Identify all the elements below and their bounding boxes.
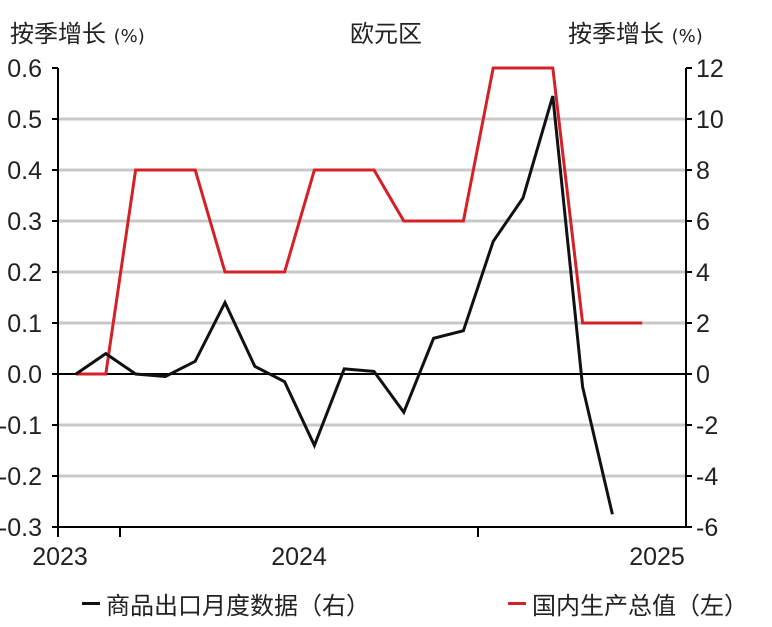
- axes: [52, 67, 692, 537]
- chart-title: 欧元区: [350, 20, 422, 48]
- legend-item-gdp: 国内生产总值（左）: [508, 586, 748, 621]
- series-line-gdp: [76, 66, 643, 376]
- right-axis-label-text: 按季增长: [568, 20, 664, 48]
- left-tick-label: 0.5: [7, 106, 42, 134]
- right-tick-label: 0: [696, 361, 710, 389]
- left-axis-label: 按季增长 (%): [10, 14, 145, 49]
- left-tick-label: -0.2: [0, 463, 42, 491]
- left-tick-label: 0.2: [7, 259, 42, 287]
- legend-label-gdp: 国内生产总值（左）: [532, 592, 748, 620]
- tick-labels: 0.6 12 0.5 10 0.4 8 0.3 6 0.2 4 0.1 2 0.0 0 -0.1 -2 -0.2…: [0, 55, 724, 571]
- right-tick-label: -6: [696, 514, 718, 542]
- left-axis-unit: (%): [113, 26, 145, 47]
- left-tick-label: -0.3: [0, 514, 42, 542]
- right-axis-label: 按季增长 (%): [568, 14, 703, 49]
- right-axis-unit: (%): [671, 26, 703, 47]
- left-tick-label: -0.1: [0, 412, 42, 440]
- left-tick-label: 0.3: [7, 208, 42, 236]
- legend-label-exports: 商品出口月度数据（右）: [106, 592, 370, 620]
- left-tick-label: 0.0: [7, 361, 42, 389]
- left-tick-label: 0.6: [7, 55, 42, 83]
- right-tick-label: 12: [696, 55, 724, 83]
- legend-swatch-exports: [82, 602, 100, 605]
- right-tick-label: 10: [696, 106, 724, 134]
- legend-item-exports: 商品出口月度数据（右）: [82, 586, 370, 621]
- series-lines: [75, 66, 643, 515]
- left-tick-label: 0.4: [7, 157, 42, 185]
- right-tick-label: 4: [696, 259, 710, 287]
- series-line-exports: [75, 95, 614, 515]
- x-tick-label: 2024: [271, 543, 327, 571]
- x-tick-label: 2023: [32, 543, 88, 571]
- left-tick-label: 0.1: [7, 310, 42, 338]
- x-tick-label: 2025: [629, 543, 685, 571]
- right-tick-label: 2: [696, 310, 710, 338]
- legend-swatch-gdp: [508, 602, 526, 605]
- right-tick-label: -4: [696, 463, 718, 491]
- left-axis-label-text: 按季增长: [10, 20, 106, 48]
- right-tick-label: 8: [696, 157, 710, 185]
- right-tick-label: -2: [696, 412, 718, 440]
- right-tick-label: 6: [696, 208, 710, 236]
